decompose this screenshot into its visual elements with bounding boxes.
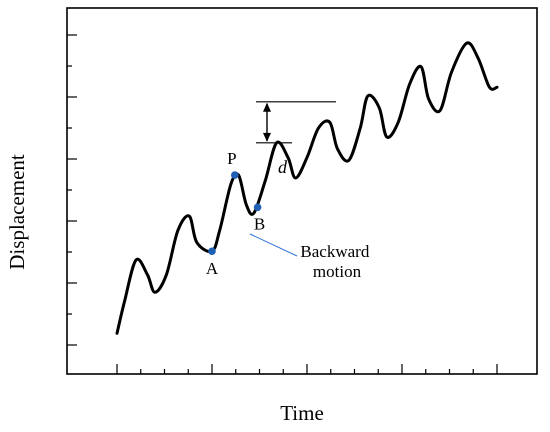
point-b-marker <box>253 203 262 212</box>
y-axis-label: Displacement <box>5 154 29 270</box>
displacement-curve <box>115 41 499 335</box>
d-dimension <box>256 101 336 144</box>
y-ticks <box>67 34 77 346</box>
dimension-arrow-up <box>263 102 271 112</box>
x-ticks <box>116 364 498 374</box>
x-axis-label: Time <box>280 401 324 425</box>
marked-points: A P B <box>206 149 265 278</box>
point-b-label: B <box>254 214 265 233</box>
plot-frame <box>66 7 538 375</box>
d-label: d <box>278 157 288 177</box>
point-a-label: A <box>206 259 219 278</box>
point-p-label: P <box>227 149 236 168</box>
point-a-marker <box>208 247 216 256</box>
point-p-marker <box>231 171 239 179</box>
plot-area: A P B <box>66 7 538 375</box>
backward-motion-callout-line <box>249 233 298 257</box>
dimension-arrow-down <box>263 132 271 142</box>
backward-motion-label: Backward motion <box>300 242 373 281</box>
